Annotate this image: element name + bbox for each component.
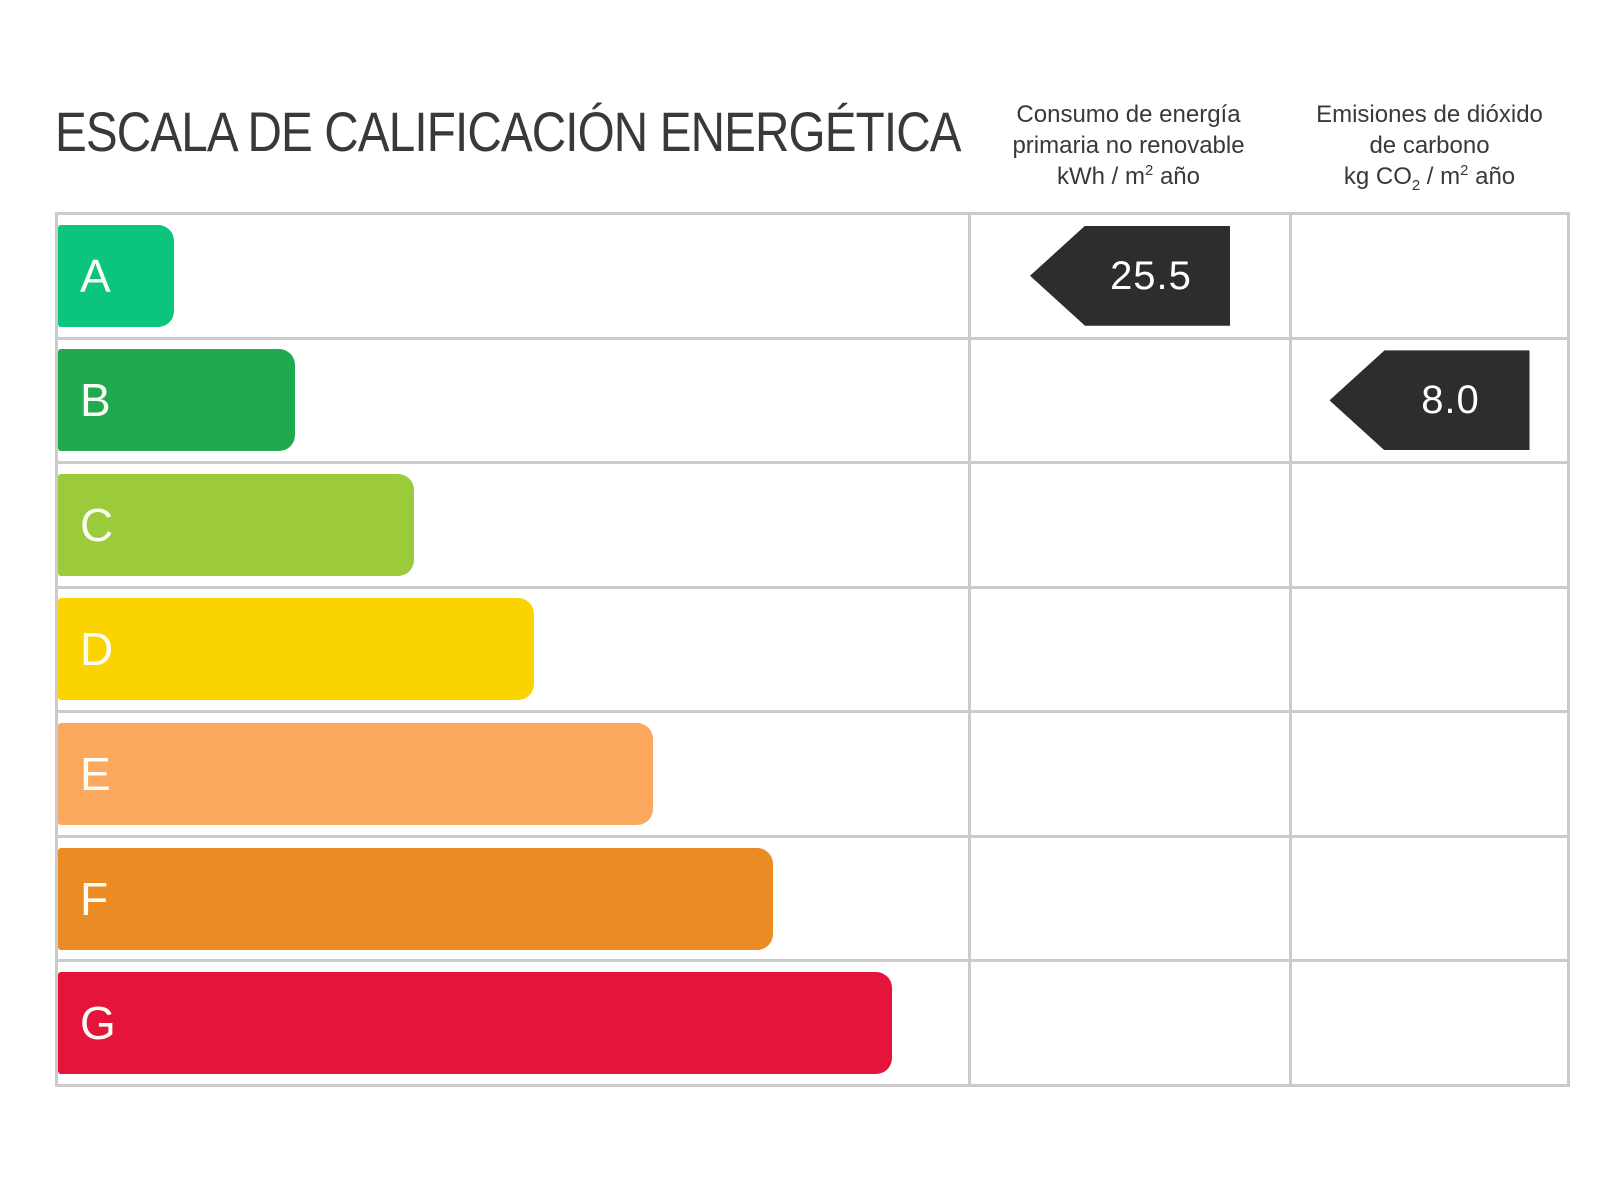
- rating-bar-g: G: [58, 972, 893, 1075]
- emissions-cell-g: [1292, 962, 1567, 1084]
- emissions-header-line1: Emisiones de dióxido: [1316, 101, 1543, 128]
- emissions-cell-f: [1292, 837, 1567, 960]
- consumption-cell-e: [971, 713, 1289, 835]
- scale-cell-f: F: [58, 837, 968, 960]
- consumption-unit-superscript: 2: [1145, 163, 1154, 179]
- emissions-cell-d: [1292, 588, 1567, 711]
- consumption-indicator-arrow: 25.5: [1030, 225, 1230, 326]
- emissions-cell-c: [1292, 464, 1567, 586]
- rating-bar-b: B: [58, 349, 295, 452]
- emissions-unit-superscript: 2: [1460, 163, 1469, 179]
- rating-bar-c: C: [58, 473, 414, 576]
- emissions-header-line2: de carbono: [1369, 132, 1490, 159]
- column-header-emissions: Emisiones de dióxido de carbono kg CO2 /…: [1289, 96, 1570, 194]
- grade-label-d: D: [80, 623, 114, 676]
- emissions-unit-text: kg CO: [1343, 163, 1412, 190]
- consumption-cell-f: [971, 837, 1289, 960]
- grade-label-e: E: [80, 748, 111, 801]
- emissions-cell-a: [1292, 215, 1567, 337]
- grade-label-g: G: [80, 997, 116, 1050]
- grade-label-f: F: [80, 872, 109, 925]
- emissions-cell-e: [1292, 713, 1567, 835]
- grade-label-a: A: [80, 249, 111, 302]
- page-title: ESCALA DE CALIFICACIÓN ENERGÉTICA: [55, 100, 962, 163]
- consumption-cell-g: [971, 962, 1289, 1084]
- consumption-unit-suffix: año: [1153, 163, 1200, 190]
- rating-table: A 25.5 B 8.0 C: [55, 212, 1570, 1087]
- emissions-unit-mid-text: / m: [1420, 163, 1461, 190]
- consumption-indicator-value: 25.5: [1110, 253, 1192, 298]
- grade-label-c: C: [80, 498, 114, 551]
- consumption-header-unit: kWh / m2 año: [968, 161, 1289, 192]
- consumption-cell-b: [971, 339, 1289, 462]
- scale-cell-a: A: [58, 215, 968, 337]
- emissions-cell-b: 8.0: [1292, 339, 1567, 462]
- emissions-indicator-arrow: 8.0: [1329, 350, 1530, 451]
- rating-bar-a: A: [58, 224, 175, 327]
- emissions-header-unit: kg CO2 / m2 año: [1289, 161, 1570, 194]
- emissions-indicator-value: 8.0: [1421, 378, 1480, 423]
- scale-cell-d: D: [58, 588, 968, 711]
- consumption-cell-a: 25.5: [971, 215, 1289, 337]
- rating-bar-f: F: [58, 847, 774, 950]
- consumption-header-line1: Consumo de energía: [1016, 101, 1241, 128]
- scale-cell-g: G: [58, 962, 968, 1084]
- scale-cell-b: B: [58, 339, 968, 462]
- consumption-cell-d: [971, 588, 1289, 711]
- scale-cell-c: C: [58, 464, 968, 586]
- rating-bar-d: D: [58, 598, 534, 701]
- rating-bar-e: E: [58, 723, 654, 826]
- column-header-consumption: Consumo de energía primaria no renovable…: [968, 96, 1289, 192]
- emissions-unit-suffix: año: [1468, 163, 1516, 190]
- scale-cell-e: E: [58, 713, 968, 835]
- consumption-unit-text: kWh / m: [1057, 163, 1145, 190]
- emissions-unit-subscript: 2: [1411, 177, 1421, 194]
- grade-label-b: B: [80, 374, 111, 427]
- consumption-cell-c: [971, 464, 1289, 586]
- consumption-header-line2: primaria no renovable: [1012, 132, 1245, 159]
